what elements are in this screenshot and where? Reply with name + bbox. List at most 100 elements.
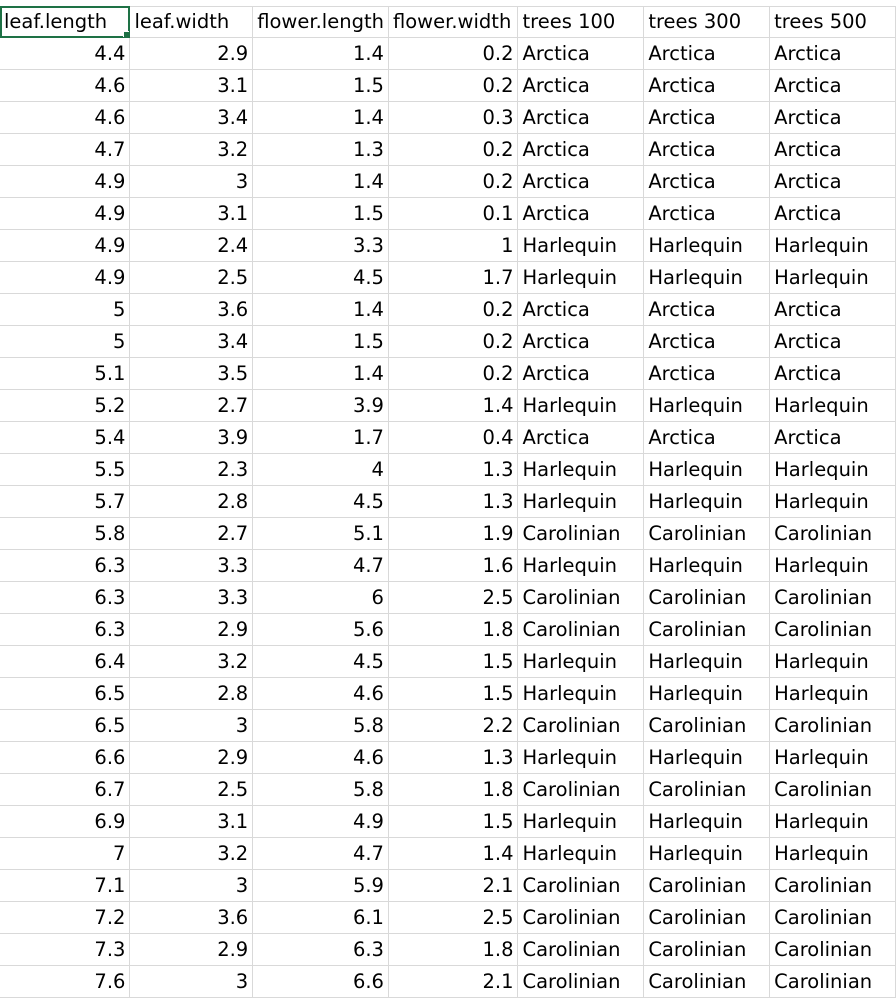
cell-trees-500[interactable]: Arctica	[769, 101, 896, 134]
cell-flower-width[interactable]: 1.3	[388, 453, 519, 486]
cell-trees-100[interactable]: Carolinian	[517, 773, 645, 806]
cell-trees-100[interactable]: Harlequin	[517, 677, 645, 710]
cell-trees-500[interactable]: Harlequin	[769, 549, 896, 582]
cell-flower-length[interactable]: 4.6	[252, 741, 389, 774]
cell-trees-300[interactable]: Harlequin	[643, 389, 771, 422]
cell-trees-500[interactable]: Arctica	[769, 37, 896, 70]
cell-flower-width[interactable]: 2.5	[388, 581, 519, 614]
cell-trees-300[interactable]: Harlequin	[643, 229, 771, 262]
cell-header-trees-100[interactable]: trees 100	[517, 6, 645, 38]
cell-leaf-width[interactable]: 3.1	[129, 805, 254, 838]
cell-flower-width[interactable]: 1.8	[388, 773, 519, 806]
cell-flower-length[interactable]: 3.3	[252, 229, 389, 262]
cell-trees-100[interactable]: Arctica	[517, 325, 645, 358]
cell-flower-width[interactable]: 1.9	[388, 517, 519, 550]
cell-trees-300[interactable]: Carolinian	[643, 869, 771, 902]
cell-leaf-length[interactable]: 4.6	[0, 69, 131, 102]
cell-trees-500[interactable]: Carolinian	[769, 965, 896, 998]
cell-trees-500[interactable]: Harlequin	[769, 837, 896, 870]
cell-leaf-length[interactable]: 4.7	[0, 133, 131, 166]
cell-leaf-width[interactable]: 2.8	[129, 485, 254, 518]
cell-flower-length[interactable]: 4.9	[252, 805, 389, 838]
cell-leaf-width[interactable]: 3.3	[129, 581, 254, 614]
cell-leaf-length[interactable]: 6.5	[0, 677, 131, 710]
cell-leaf-length[interactable]: 6.4	[0, 645, 131, 678]
cell-leaf-width[interactable]: 3.9	[129, 421, 254, 454]
cell-trees-300[interactable]: Arctica	[643, 101, 771, 134]
cell-trees-300[interactable]: Arctica	[643, 293, 771, 326]
cell-flower-length[interactable]: 6	[252, 581, 389, 614]
cell-flower-length[interactable]: 5.9	[252, 869, 389, 902]
cell-flower-width[interactable]: 2.1	[388, 869, 519, 902]
cell-trees-300[interactable]: Carolinian	[643, 517, 771, 550]
cell-flower-length[interactable]: 4.6	[252, 677, 389, 710]
cell-trees-500[interactable]: Harlequin	[769, 645, 896, 678]
cell-trees-100[interactable]: Carolinian	[517, 517, 645, 550]
cell-leaf-width[interactable]: 3	[129, 965, 254, 998]
cell-leaf-length[interactable]: 4.9	[0, 261, 131, 294]
cell-trees-500[interactable]: Arctica	[769, 325, 896, 358]
cell-trees-300[interactable]: Arctica	[643, 69, 771, 102]
cell-trees-500[interactable]: Arctica	[769, 357, 896, 390]
cell-leaf-length[interactable]: 5.2	[0, 389, 131, 422]
cell-leaf-length[interactable]: 6.3	[0, 613, 131, 646]
cell-trees-100[interactable]: Harlequin	[517, 229, 645, 262]
cell-header-leaf-length[interactable]: leaf.length	[0, 6, 131, 38]
cell-trees-500[interactable]: Arctica	[769, 165, 896, 198]
cell-trees-500[interactable]: Harlequin	[769, 741, 896, 774]
cell-header-flower-length[interactable]: flower.length	[252, 6, 389, 38]
spreadsheet-grid[interactable]: leaf.length leaf.width flower.length flo…	[0, 6, 896, 998]
cell-leaf-width[interactable]: 3.2	[129, 133, 254, 166]
cell-flower-width[interactable]: 1.5	[388, 677, 519, 710]
cell-flower-length[interactable]: 1.5	[252, 197, 389, 230]
cell-header-leaf-width[interactable]: leaf.width	[129, 6, 254, 38]
cell-flower-width[interactable]: 2.2	[388, 709, 519, 742]
cell-trees-500[interactable]: Arctica	[769, 421, 896, 454]
cell-flower-length[interactable]: 1.4	[252, 293, 389, 326]
cell-trees-300[interactable]: Arctica	[643, 421, 771, 454]
cell-flower-length[interactable]: 6.3	[252, 933, 389, 966]
cell-trees-500[interactable]: Harlequin	[769, 677, 896, 710]
cell-leaf-width[interactable]: 2.7	[129, 389, 254, 422]
cell-flower-width[interactable]: 0.2	[388, 293, 519, 326]
cell-trees-500[interactable]: Harlequin	[769, 389, 896, 422]
cell-trees-100[interactable]: Harlequin	[517, 805, 645, 838]
cell-trees-300[interactable]: Harlequin	[643, 677, 771, 710]
cell-flower-width[interactable]: 1.5	[388, 805, 519, 838]
cell-leaf-length[interactable]: 6.3	[0, 549, 131, 582]
cell-leaf-width[interactable]: 3.4	[129, 325, 254, 358]
cell-trees-100[interactable]: Harlequin	[517, 453, 645, 486]
cell-flower-width[interactable]: 0.2	[388, 69, 519, 102]
cell-trees-100[interactable]: Harlequin	[517, 837, 645, 870]
cell-flower-width[interactable]: 0.2	[388, 133, 519, 166]
cell-trees-100[interactable]: Arctica	[517, 69, 645, 102]
cell-header-flower-width[interactable]: flower.width	[388, 6, 519, 38]
cell-flower-width[interactable]: 0.4	[388, 421, 519, 454]
cell-flower-length[interactable]: 4	[252, 453, 389, 486]
cell-trees-100[interactable]: Arctica	[517, 357, 645, 390]
cell-leaf-width[interactable]: 2.9	[129, 613, 254, 646]
cell-leaf-width[interactable]: 3.1	[129, 69, 254, 102]
cell-trees-300[interactable]: Arctica	[643, 133, 771, 166]
cell-leaf-length[interactable]: 7	[0, 837, 131, 870]
cell-trees-100[interactable]: Arctica	[517, 165, 645, 198]
cell-flower-length[interactable]: 1.3	[252, 133, 389, 166]
cell-trees-100[interactable]: Carolinian	[517, 709, 645, 742]
cell-flower-width[interactable]: 0.2	[388, 37, 519, 70]
cell-flower-width[interactable]: 2.1	[388, 965, 519, 998]
cell-trees-500[interactable]: Arctica	[769, 133, 896, 166]
cell-trees-500[interactable]: Carolinian	[769, 773, 896, 806]
cell-trees-100[interactable]: Harlequin	[517, 549, 645, 582]
cell-trees-100[interactable]: Carolinian	[517, 613, 645, 646]
cell-leaf-width[interactable]: 2.4	[129, 229, 254, 262]
cell-trees-300[interactable]: Arctica	[643, 37, 771, 70]
cell-flower-width[interactable]: 0.2	[388, 325, 519, 358]
cell-leaf-width[interactable]: 3.3	[129, 549, 254, 582]
cell-trees-300[interactable]: Carolinian	[643, 709, 771, 742]
cell-trees-500[interactable]: Carolinian	[769, 901, 896, 934]
cell-flower-length[interactable]: 6.6	[252, 965, 389, 998]
cell-leaf-width[interactable]: 3.5	[129, 357, 254, 390]
cell-leaf-width[interactable]: 2.5	[129, 773, 254, 806]
cell-trees-100[interactable]: Harlequin	[517, 389, 645, 422]
cell-flower-width[interactable]: 1.3	[388, 741, 519, 774]
